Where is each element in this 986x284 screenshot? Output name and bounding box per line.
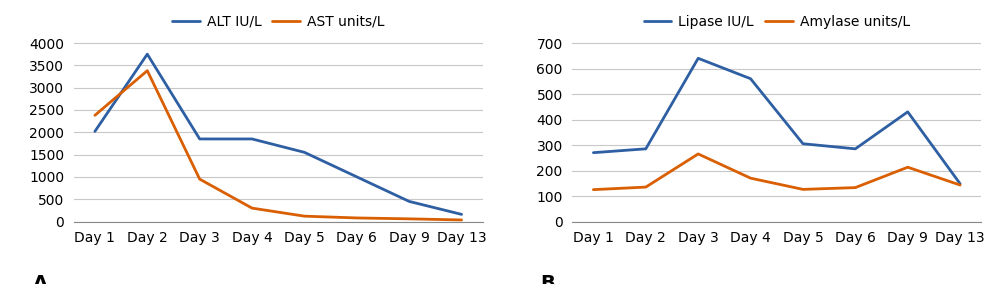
Lipase IU/L bbox=[954, 182, 966, 185]
Line: Lipase IU/L: Lipase IU/L bbox=[594, 58, 960, 184]
Lipase IU/L bbox=[588, 151, 599, 154]
Amylase units/L bbox=[588, 188, 599, 191]
AST units/L bbox=[194, 178, 206, 181]
Legend: Lipase IU/L, Amylase units/L: Lipase IU/L, Amylase units/L bbox=[638, 9, 915, 34]
ALT IU/L bbox=[246, 137, 258, 141]
ALT IU/L bbox=[456, 213, 467, 216]
AST units/L bbox=[141, 69, 153, 72]
ALT IU/L bbox=[89, 130, 101, 133]
AST units/L bbox=[403, 217, 415, 221]
Line: ALT IU/L: ALT IU/L bbox=[95, 54, 461, 214]
Text: B: B bbox=[539, 274, 554, 284]
Amylase units/L bbox=[954, 183, 966, 187]
Legend: ALT IU/L, AST units/L: ALT IU/L, AST units/L bbox=[167, 9, 390, 34]
Amylase units/L bbox=[797, 188, 809, 191]
Lipase IU/L bbox=[849, 147, 861, 151]
ALT IU/L bbox=[351, 175, 363, 179]
Amylase units/L bbox=[849, 186, 861, 189]
AST units/L bbox=[299, 214, 311, 218]
Lipase IU/L bbox=[692, 57, 704, 60]
ALT IU/L bbox=[403, 200, 415, 203]
Amylase units/L bbox=[692, 152, 704, 156]
AST units/L bbox=[246, 206, 258, 210]
AST units/L bbox=[89, 114, 101, 117]
AST units/L bbox=[456, 218, 467, 222]
Line: Amylase units/L: Amylase units/L bbox=[594, 154, 960, 190]
Lipase IU/L bbox=[902, 110, 914, 114]
ALT IU/L bbox=[194, 137, 206, 141]
Text: A: A bbox=[34, 274, 48, 284]
Amylase units/L bbox=[902, 166, 914, 169]
Amylase units/L bbox=[744, 176, 756, 180]
Line: AST units/L: AST units/L bbox=[95, 71, 461, 220]
Lipase IU/L bbox=[640, 147, 652, 151]
Amylase units/L bbox=[640, 185, 652, 189]
ALT IU/L bbox=[141, 53, 153, 56]
ALT IU/L bbox=[299, 151, 311, 154]
Lipase IU/L bbox=[744, 77, 756, 80]
Lipase IU/L bbox=[797, 142, 809, 145]
AST units/L bbox=[351, 216, 363, 220]
